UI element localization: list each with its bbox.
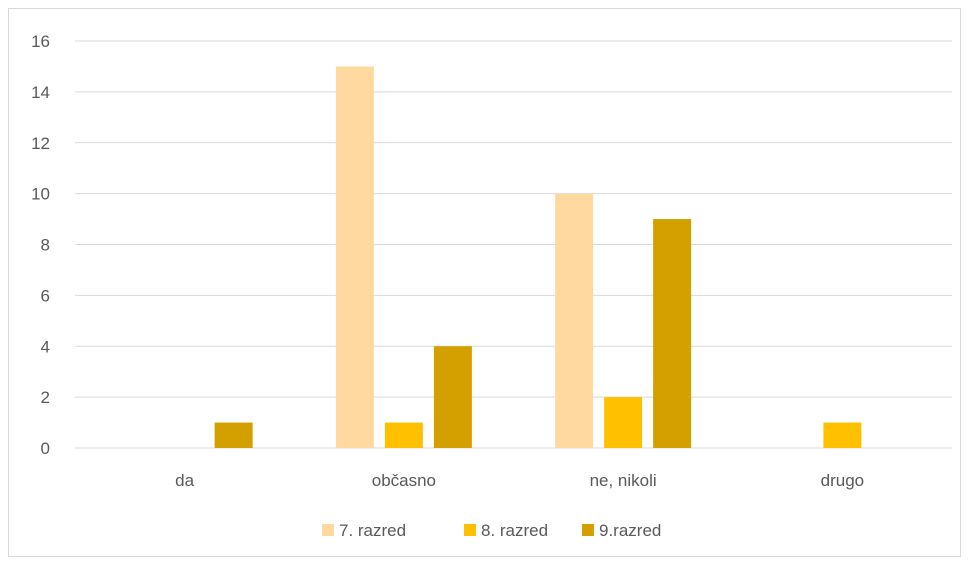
legend-label-3: 9.razred <box>599 521 661 540</box>
x-tick-label: ne, nikoli <box>590 471 657 490</box>
legend-swatch-1 <box>322 524 334 536</box>
y-tick-label: 12 <box>31 134 50 153</box>
legend-label-1: 7. razred <box>339 521 406 540</box>
y-tick-label: 2 <box>41 388 50 407</box>
bar-2-4 <box>823 422 862 448</box>
x-tick-label: občasno <box>372 471 436 490</box>
legend-swatch-3 <box>582 524 594 536</box>
x-tick-label: da <box>175 471 194 490</box>
y-tick-label: 6 <box>41 286 50 305</box>
bar-3-2 <box>433 346 472 448</box>
x-tick-label: drugo <box>821 471 864 490</box>
y-tick-label: 10 <box>31 185 50 204</box>
y-tick-label: 4 <box>41 337 50 356</box>
bar-1-3 <box>555 193 594 448</box>
x-axis-ticks: da občasno ne, nikoli drugo <box>175 471 864 490</box>
legend-swatch-2 <box>464 524 476 536</box>
bar-2-3 <box>604 397 643 448</box>
gridlines <box>75 40 952 449</box>
bars <box>214 66 862 448</box>
y-tick-label: 14 <box>31 83 50 102</box>
bar-2-2 <box>384 422 423 448</box>
y-tick-label: 8 <box>41 236 50 255</box>
y-axis-ticks: 0 2 4 6 8 10 12 14 16 <box>31 32 50 458</box>
y-tick-label: 0 <box>41 439 50 458</box>
chart-frame <box>8 8 961 557</box>
y-tick-label: 16 <box>31 32 50 51</box>
bar-1-2 <box>335 66 374 448</box>
bar-3-1 <box>214 422 253 448</box>
bar-3-3 <box>653 219 692 448</box>
legend: 7. razred 8. razred 9.razred <box>322 521 661 540</box>
legend-label-2: 8. razred <box>481 521 548 540</box>
